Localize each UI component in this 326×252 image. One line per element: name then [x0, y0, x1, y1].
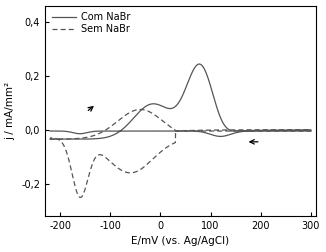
Legend: Com NaBr, Sem NaBr: Com NaBr, Sem NaBr	[50, 10, 132, 36]
Y-axis label: j / mA/mm²: j / mA/mm²	[6, 82, 16, 140]
X-axis label: E/mV (vs. Ag/AgCl): E/mV (vs. Ag/AgCl)	[131, 236, 230, 246]
